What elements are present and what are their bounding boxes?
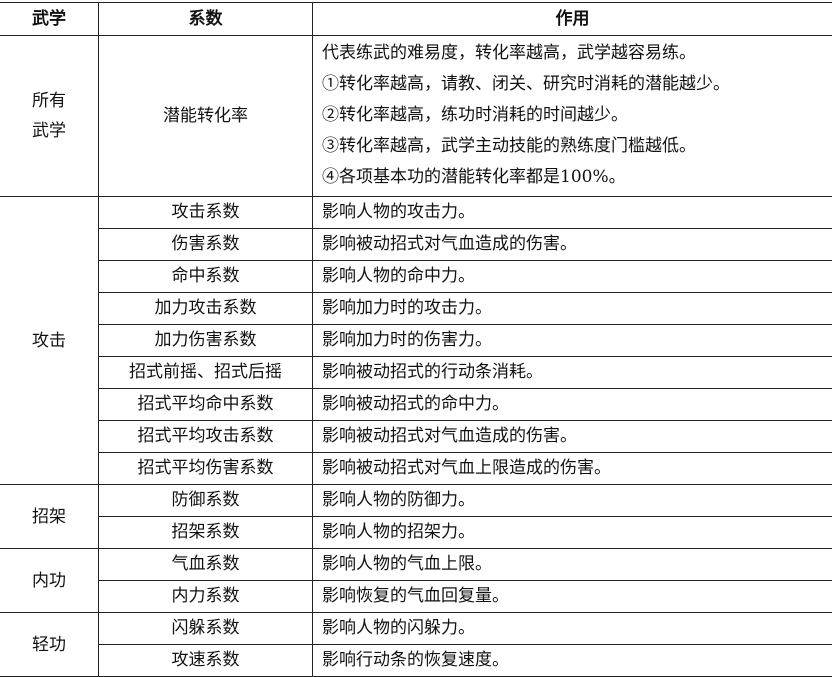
category-line: 所有	[0, 86, 98, 116]
header-effect: 作用	[313, 3, 832, 36]
coefficient-cell: 加力伤害系数	[99, 325, 313, 357]
coefficient-cell: 加力攻击系数	[99, 293, 313, 325]
table-row: 招架系数影响人物的招架力。	[0, 517, 832, 549]
header-martial-art: 武学	[0, 3, 99, 36]
category-line: 武学	[0, 116, 98, 146]
coefficient-cell: 招式前摇、招式后摇	[99, 357, 313, 389]
table-row: 命中系数影响人物的命中力。	[0, 261, 832, 293]
table-row: 招架防御系数影响人物的防御力。	[0, 485, 832, 517]
coefficient-cell: 命中系数	[99, 261, 313, 293]
effect-line: ③转化率越高，武学主动技能的熟练度门槛越低。	[322, 131, 832, 162]
table-row: 攻击攻击系数影响人物的攻击力。	[0, 197, 832, 229]
effect-cell: 影响恢复的气血回复量。	[313, 581, 832, 613]
effect-line: ①转化率越高，请教、闭关、研究时消耗的潜能越少。	[322, 69, 832, 100]
coefficient-cell: 招式平均攻击系数	[99, 421, 313, 453]
category-cell: 攻击	[0, 197, 99, 485]
coefficient-cell: 攻击系数	[99, 197, 313, 229]
effect-cell: 影响被动招式对气血造成的伤害。	[313, 229, 832, 261]
table-row: 招式前摇、招式后摇影响被动招式的行动条消耗。	[0, 357, 832, 389]
table-row: 招式平均伤害系数影响被动招式对气血上限造成的伤害。	[0, 453, 832, 485]
coefficient-cell: 潜能转化率	[99, 36, 313, 197]
coefficient-cell: 气血系数	[99, 549, 313, 581]
coefficient-cell: 伤害系数	[99, 229, 313, 261]
coefficient-cell: 内力系数	[99, 581, 313, 613]
effect-cell: 影响人物的防御力。	[313, 485, 832, 517]
table-row: 加力伤害系数影响加力时的伤害力。	[0, 325, 832, 357]
coefficient-cell: 招架系数	[99, 517, 313, 549]
coefficient-cell: 招式平均命中系数	[99, 389, 313, 421]
effect-cell: 影响被动招式的命中力。	[313, 389, 832, 421]
effect-cell: 影响加力时的伤害力。	[313, 325, 832, 357]
table-row: 攻速系数影响行动条的恢复速度。	[0, 645, 832, 677]
coefficient-cell: 闪躲系数	[99, 613, 313, 645]
effect-cell: 影响被动招式对气血上限造成的伤害。	[313, 453, 832, 485]
table-row: 所有 武学 潜能转化率 代表练武的难易度，转化率越高，武学越容易练。 ①转化率越…	[0, 36, 832, 197]
effect-cell: 影响被动招式的行动条消耗。	[313, 357, 832, 389]
category-cell: 所有 武学	[0, 36, 99, 197]
coefficient-cell: 攻速系数	[99, 645, 313, 677]
effect-cell: 影响人物的命中力。	[313, 261, 832, 293]
effect-cell: 影响行动条的恢复速度。	[313, 645, 832, 677]
effect-cell: 影响人物的气血上限。	[313, 549, 832, 581]
coefficient-cell: 招式平均伤害系数	[99, 453, 313, 485]
effect-cell: 代表练武的难易度，转化率越高，武学越容易练。 ①转化率越高，请教、闭关、研究时消…	[313, 36, 832, 197]
table-row: 加力攻击系数影响加力时的攻击力。	[0, 293, 832, 325]
header-coefficient: 系数	[99, 3, 313, 36]
table-row: 招式平均命中系数影响被动招式的命中力。	[0, 389, 832, 421]
table-row: 伤害系数影响被动招式对气血造成的伤害。	[0, 229, 832, 261]
effect-cell: 影响人物的攻击力。	[313, 197, 832, 229]
header-row: 武学 系数 作用	[0, 3, 832, 36]
effect-line: ④各项基本功的潜能转化率都是100%。	[322, 162, 832, 193]
table-row: 轻功闪躲系数影响人物的闪躲力。	[0, 613, 832, 645]
effect-line: 代表练武的难易度，转化率越高，武学越容易练。	[322, 38, 832, 69]
table-row: 内功气血系数影响人物的气血上限。	[0, 549, 832, 581]
effect-cell: 影响人物的闪躲力。	[313, 613, 832, 645]
category-cell: 招架	[0, 485, 99, 549]
effect-cell: 影响人物的招架力。	[313, 517, 832, 549]
category-cell: 内功	[0, 549, 99, 613]
effect-cell: 影响加力时的攻击力。	[313, 293, 832, 325]
coefficient-cell: 防御系数	[99, 485, 313, 517]
effect-cell: 影响被动招式对气血造成的伤害。	[313, 421, 832, 453]
table-row: 内力系数影响恢复的气血回复量。	[0, 581, 832, 613]
category-cell: 轻功	[0, 613, 99, 677]
table-row: 招式平均攻击系数影响被动招式对气血造成的伤害。	[0, 421, 832, 453]
effect-line: ②转化率越高，练功时消耗的时间越少。	[322, 100, 832, 131]
